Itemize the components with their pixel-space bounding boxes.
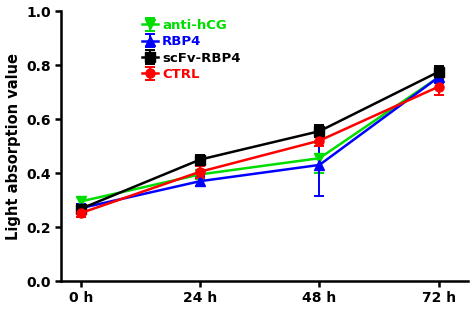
- Y-axis label: Light absorption value: Light absorption value: [6, 53, 20, 239]
- Legend: anti-hCG, RBP4, scFv-RBP4, CTRL: anti-hCG, RBP4, scFv-RBP4, CTRL: [141, 18, 242, 82]
